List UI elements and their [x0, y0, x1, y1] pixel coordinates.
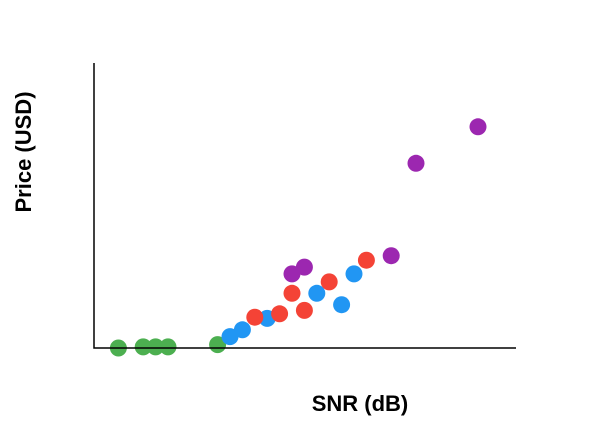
scatter-point-s0-1	[134, 338, 152, 356]
y-axis-label: Price (USD)	[11, 91, 36, 212]
scatter-point-s1-4	[333, 296, 351, 314]
scatter-point-s3-2	[382, 247, 400, 265]
scatter-point-s2-4	[320, 273, 338, 291]
scatter-point-s0-2	[147, 338, 165, 356]
x-axis-label: SNR (dB)	[312, 391, 409, 416]
scatter-point-s2-5	[357, 251, 375, 269]
scatter-point-s1-0	[221, 328, 239, 346]
scatter-point-s3-4	[469, 118, 487, 136]
scatter-point-s3-3	[407, 154, 425, 172]
scatter-point-s2-2	[283, 284, 301, 302]
axes	[93, 63, 516, 349]
scatter-point-s3-0	[283, 265, 301, 283]
scatter-point-s2-1	[271, 305, 289, 323]
scatter-point-s2-0	[246, 308, 264, 326]
scatter-point-s1-5	[345, 265, 363, 283]
scatter-point-s3-1	[295, 258, 313, 276]
scatter-point-s1-3	[308, 284, 326, 302]
scatter-point-s0-3	[159, 338, 177, 356]
scatter-point-s0-4	[209, 336, 227, 354]
scatter-point-s2-3	[295, 301, 313, 319]
scatter-point-s1-1	[233, 321, 251, 339]
points-layer	[109, 118, 487, 357]
